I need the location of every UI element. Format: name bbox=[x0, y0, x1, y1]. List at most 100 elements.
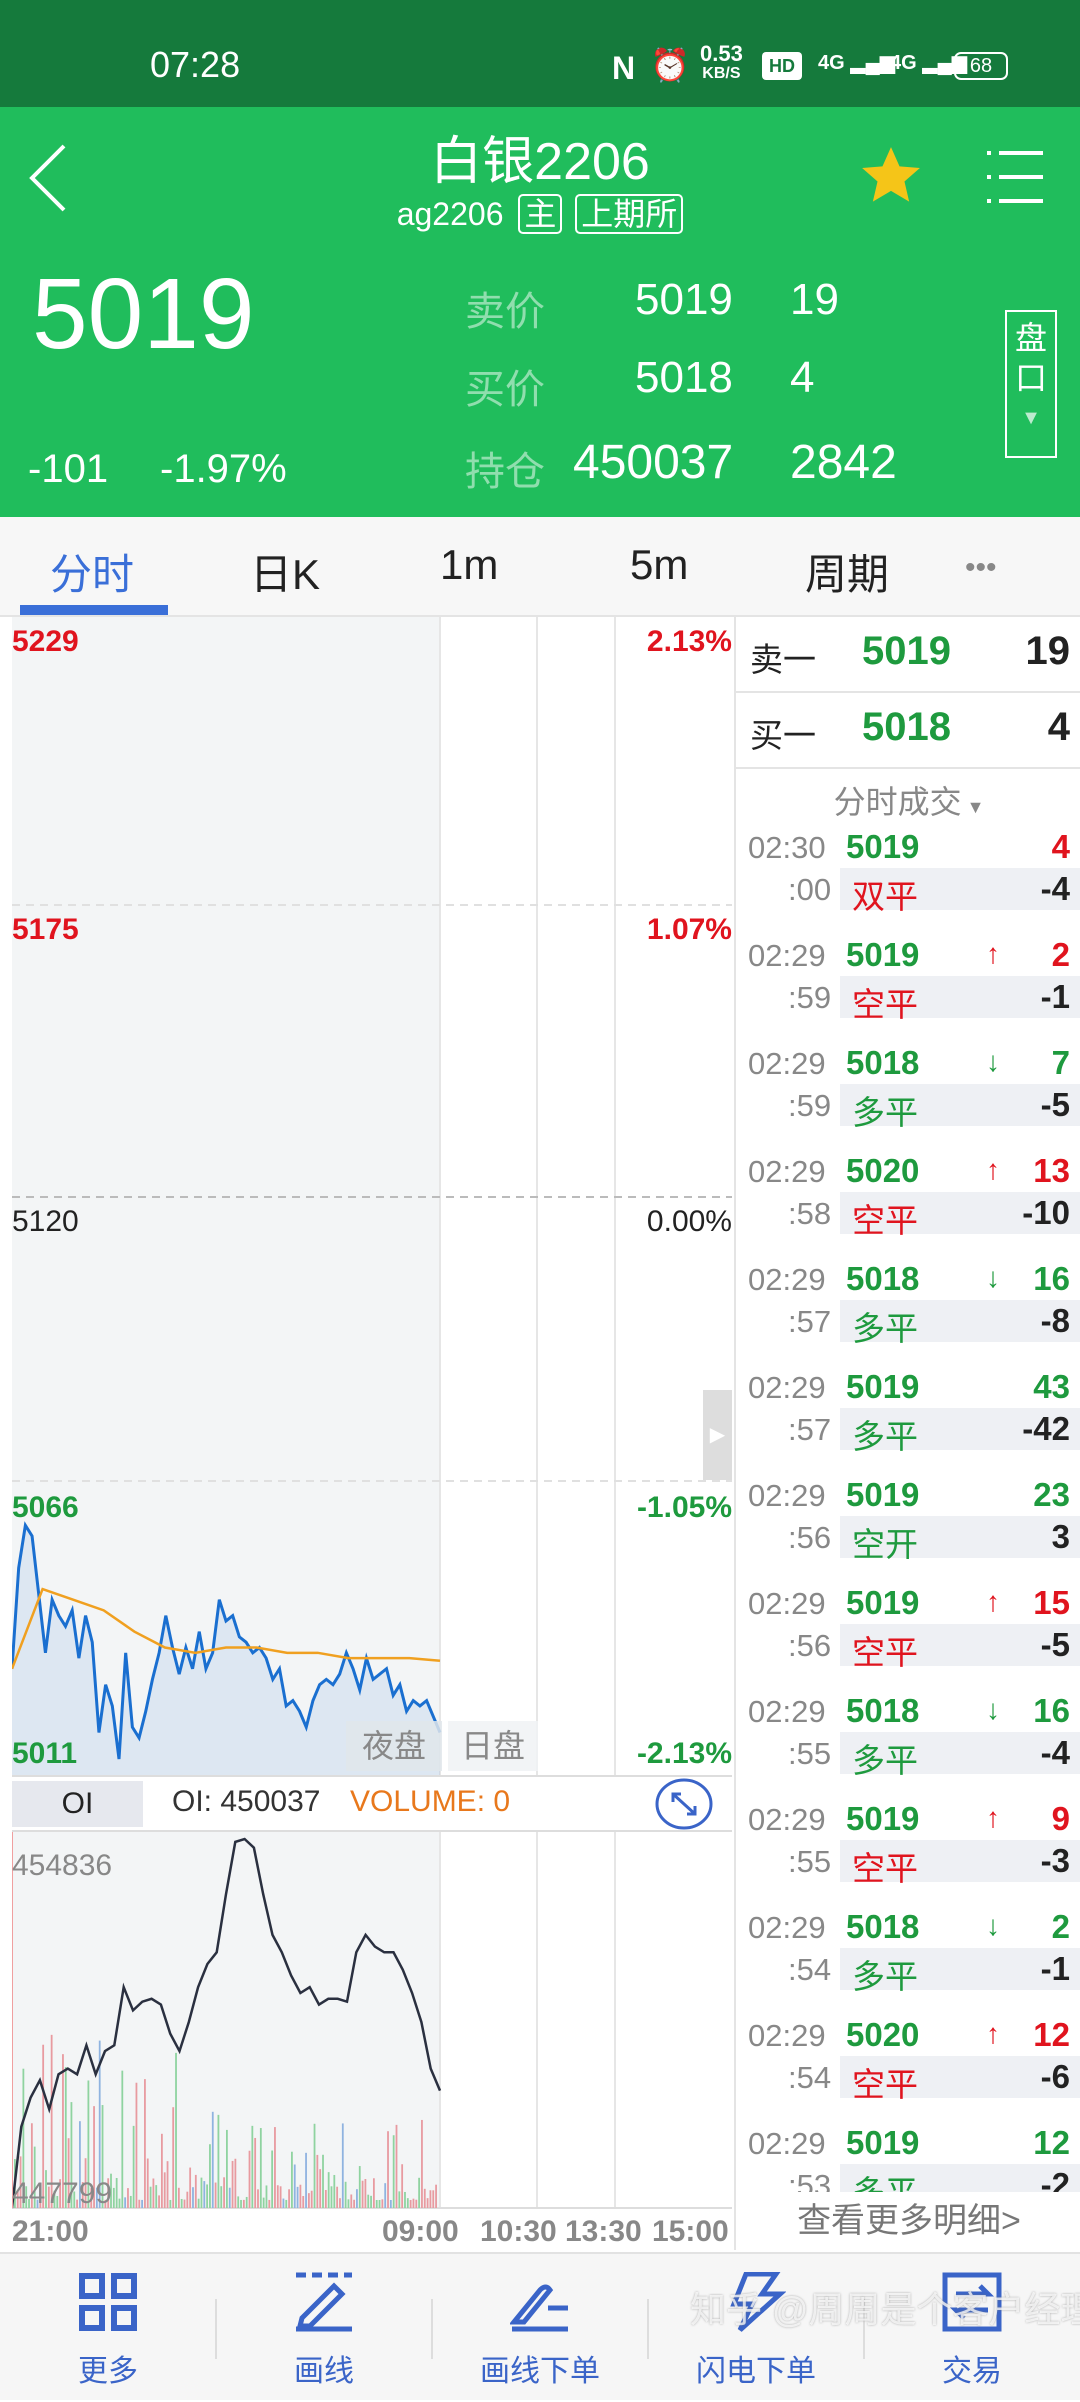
volume-bar bbox=[95, 2187, 98, 2208]
volume-bar bbox=[22, 2068, 25, 2208]
trade-price: 5019 bbox=[846, 936, 920, 973]
arrow-down-icon: ↓ bbox=[986, 1910, 1000, 1941]
pen-line-icon bbox=[296, 2272, 352, 2332]
hd-icon: HD bbox=[762, 52, 802, 80]
tab-daily-k[interactable]: 日K bbox=[250, 551, 321, 598]
volume-bar bbox=[115, 2177, 118, 2208]
panel-collapse-handle[interactable]: ▶ bbox=[703, 1390, 732, 1480]
trade-type-strip bbox=[840, 1300, 1080, 1342]
volume-bar bbox=[76, 2199, 78, 2208]
volume-bar bbox=[372, 2178, 375, 2208]
trade-type: 多平 bbox=[852, 1742, 918, 1779]
trade-price: 5019 bbox=[846, 1800, 920, 1837]
tab-period[interactable]: 周期 bbox=[805, 551, 890, 598]
nav-more[interactable]: 更多 bbox=[0, 2254, 216, 2402]
nav-draw-order[interactable]: 画线下单 bbox=[432, 2254, 648, 2402]
back-icon[interactable] bbox=[26, 142, 70, 214]
night-session-tag[interactable]: 夜盘 bbox=[346, 1721, 442, 1771]
volume-bar bbox=[172, 2107, 175, 2208]
trade-list[interactable]: 02:30 5019 4 :00 双平 -4 02:29 5019 ↑ 2 :5… bbox=[736, 820, 1080, 2192]
tab-5m[interactable]: 5m bbox=[630, 541, 689, 588]
ask-label: 卖价 bbox=[465, 290, 545, 334]
open-interest: 450037 bbox=[573, 436, 734, 489]
nav-flash-order[interactable]: 闪电下单 bbox=[648, 2254, 864, 2402]
tab-1m[interactable]: 1m bbox=[440, 541, 499, 588]
oi-readout: OI: 450037 bbox=[172, 1785, 321, 1818]
volume-bar bbox=[163, 2172, 166, 2208]
chart-canvas bbox=[12, 617, 732, 2209]
trade-row: 02:29 5018 ↓ 7 :59 多平 -5 bbox=[736, 1036, 1080, 1144]
volume-bar bbox=[186, 2191, 189, 2208]
ticks-title-dropdown[interactable]: 分时成交 ▼ bbox=[736, 777, 1080, 823]
volume-bar bbox=[39, 2197, 42, 2208]
trade-row: 02:29 5018 ↓ 16 :57 多平 -8 bbox=[736, 1252, 1080, 1360]
trade-row: 02:30 5019 4 :00 双平 -4 bbox=[736, 820, 1080, 928]
volume-bar bbox=[356, 2189, 358, 2208]
volume-bar bbox=[276, 2185, 279, 2208]
nav-trade[interactable]: 交易 bbox=[864, 2254, 1080, 2402]
trade-oi-delta: -3 bbox=[1040, 1842, 1070, 1879]
more-tabs-icon[interactable]: ••• bbox=[965, 551, 997, 584]
arrow-down-icon: ↓ bbox=[986, 1046, 1000, 1077]
volume-bar bbox=[183, 2199, 186, 2208]
ask-price: 5019 bbox=[635, 275, 733, 324]
volume-bar bbox=[268, 2199, 271, 2208]
nav-label: 画线 bbox=[294, 2355, 354, 2388]
intraday-chart[interactable]: 5229 2.13% 5175 1.07% 5120 0.00% 5066 -1… bbox=[12, 617, 732, 2250]
trade-time: 02:29 bbox=[748, 1478, 826, 1513]
volume-bar bbox=[90, 2188, 93, 2208]
trade-seconds: :59 bbox=[788, 980, 832, 1015]
trade-type: 空平 bbox=[852, 1202, 918, 1239]
more-details-link[interactable]: 查看更多明细> bbox=[736, 2192, 1080, 2250]
volume-bar bbox=[124, 2197, 127, 2208]
volume-bar bbox=[406, 2198, 409, 2208]
trade-volume: 12 bbox=[1033, 2124, 1070, 2161]
volume-bar bbox=[141, 2199, 143, 2208]
volume-bar bbox=[367, 2194, 370, 2208]
volume-bar bbox=[395, 2124, 398, 2208]
price-line bbox=[12, 1521, 442, 1760]
volume-bar bbox=[47, 2186, 50, 2208]
volume-bar bbox=[330, 2186, 333, 2208]
nav-draw-line[interactable]: 画线 bbox=[216, 2254, 432, 2402]
ask-level-1: 卖一 5019 19 bbox=[736, 617, 1080, 693]
nav-label: 画线下单 bbox=[480, 2355, 600, 2388]
volume-bar bbox=[401, 2164, 404, 2208]
volume-bar bbox=[19, 2156, 22, 2208]
trade-volume: 15 bbox=[1033, 1584, 1070, 1621]
period-tabs: 分时 日K 1m 5m 周期 ••• bbox=[0, 517, 1080, 617]
trade-type-strip bbox=[840, 976, 1080, 1018]
trade-seconds: :54 bbox=[788, 1952, 832, 1987]
order-book-toggle[interactable]: 盘 口 ▼ bbox=[1005, 310, 1057, 458]
trade-time: 02:29 bbox=[748, 1370, 826, 1405]
volume-bar bbox=[319, 2169, 322, 2208]
trade-time: 02:29 bbox=[748, 1046, 826, 1081]
expand-icon[interactable] bbox=[655, 1778, 713, 1830]
volume-bar bbox=[347, 2199, 350, 2208]
menu-icon[interactable] bbox=[985, 147, 1045, 207]
nav-label: 交易 bbox=[942, 2355, 1002, 2388]
volume-bar bbox=[288, 2189, 290, 2208]
pct-label-top: 2.13% bbox=[646, 625, 732, 658]
tab-intraday[interactable]: 分时 bbox=[50, 551, 135, 598]
volume-bar bbox=[398, 2191, 401, 2208]
indicator-bar: OI OI: 450037 VOLUME: 0 bbox=[12, 1775, 732, 1832]
volume-bar bbox=[262, 2197, 265, 2208]
trade-oi-delta: -5 bbox=[1040, 1626, 1070, 1663]
trade-oi-delta: -5 bbox=[1040, 1086, 1070, 1123]
volume-bar bbox=[242, 2199, 245, 2208]
trade-type: 多平 bbox=[852, 1958, 918, 1995]
indicator-selector[interactable]: OI bbox=[12, 1781, 143, 1827]
trade-price: 5018 bbox=[846, 1260, 920, 1297]
volume-bar bbox=[50, 2034, 53, 2208]
day-session-tag[interactable]: 日盘 bbox=[448, 1721, 538, 1771]
volume-bar bbox=[418, 2177, 421, 2208]
exchange-badge: 上期所 bbox=[575, 194, 684, 234]
trade-price: 5018 bbox=[846, 1044, 920, 1081]
trade-seconds: :00 bbox=[788, 872, 832, 907]
tick-panel: 卖一 5019 19 买一 5018 4 分时成交 ▼ 02:30 5019 4… bbox=[734, 617, 1080, 2250]
dropdown-triangle-icon: ▼ bbox=[961, 797, 985, 817]
volume-bar bbox=[175, 2052, 177, 2208]
trade-type-strip bbox=[840, 2056, 1080, 2098]
favorite-star-icon[interactable] bbox=[858, 143, 924, 209]
